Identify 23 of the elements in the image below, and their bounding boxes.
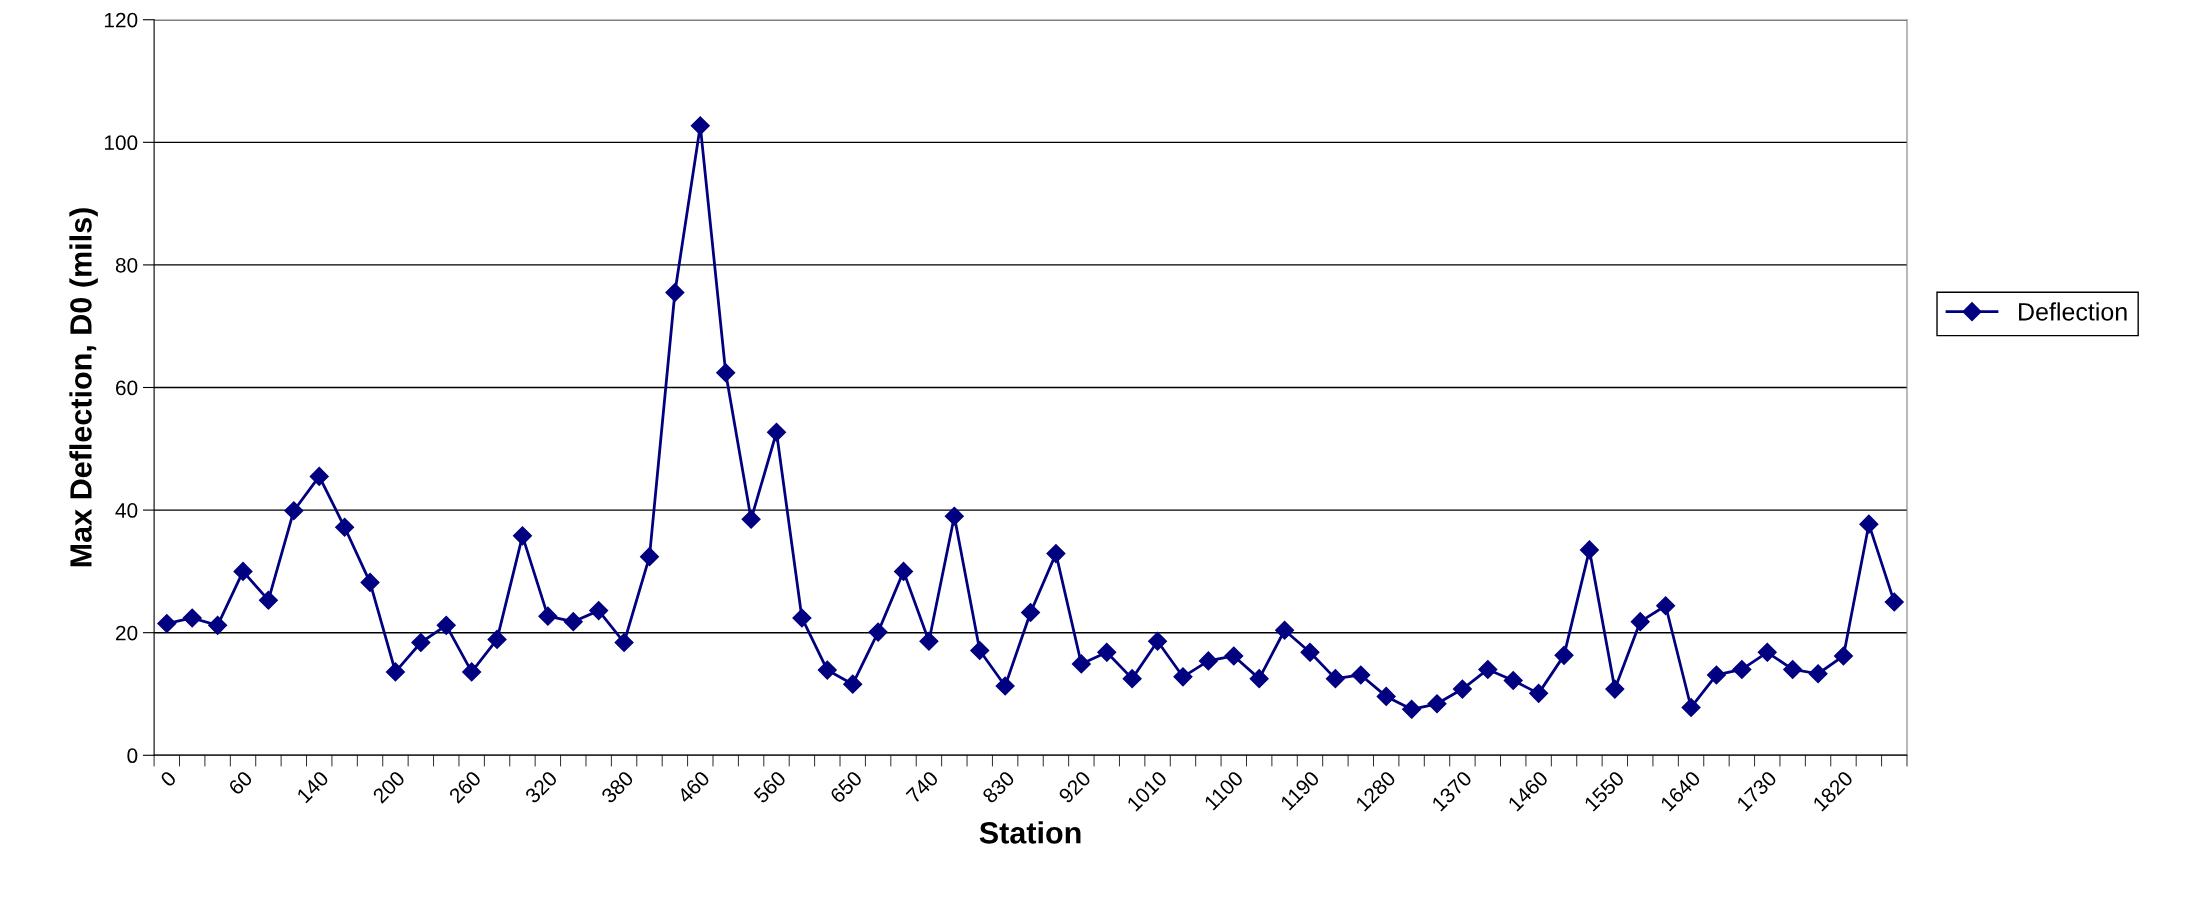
x-tick-label: 260 <box>448 770 482 804</box>
x-tick-label: 380 <box>600 770 635 804</box>
y-tick-label: 0 <box>127 748 138 764</box>
y-axis-title: Max Deflection, D0 (mils) <box>69 208 98 567</box>
x-tick-label: 60 <box>227 770 254 796</box>
y-tick-label: 120 <box>104 12 138 28</box>
x-tick-label: 320 <box>524 770 559 804</box>
y-tick-label: 60 <box>116 380 138 396</box>
x-tick-label: 740 <box>905 770 940 804</box>
x-tick-label: 140 <box>296 770 330 804</box>
legend-label: Deflection <box>2019 302 2127 321</box>
x-tick-label: 560 <box>752 770 787 804</box>
x-tick-label: 830 <box>981 770 1016 804</box>
y-tick-label: 20 <box>116 625 138 641</box>
x-tick-label: 200 <box>372 770 406 804</box>
y-tick-label: 40 <box>115 503 138 518</box>
y-tick-label: 100 <box>104 135 138 151</box>
x-tick-label: 650 <box>829 770 863 804</box>
x-tick-label: 0 <box>159 770 178 788</box>
x-axis-title: Station <box>979 821 1081 844</box>
x-tick-label: 920 <box>1057 770 1092 804</box>
x-tick-label: 460 <box>676 770 711 805</box>
y-tick-label: 80 <box>115 257 138 273</box>
